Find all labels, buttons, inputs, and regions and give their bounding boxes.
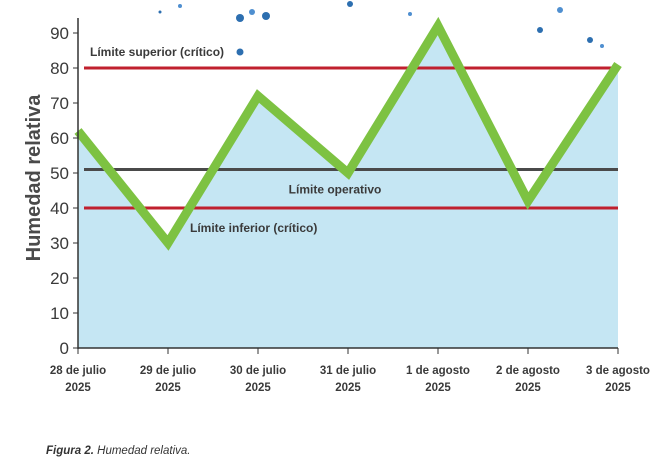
y-tick-label: 60 (50, 129, 69, 148)
reference-line-label-0: Límite superior (crítico) (90, 45, 224, 59)
y-tick-label: 20 (50, 269, 69, 288)
y-tick-label: 90 (50, 24, 69, 43)
x-tick-label: 31 de julio 2025 (320, 365, 376, 394)
reference-lines: Límite superior (crítico) Límite operativ… (84, 45, 618, 235)
figure-caption: Figura 2. Humedad relativa. (46, 445, 190, 457)
x-tick-label: 30 de julio 2025 (230, 365, 286, 394)
y-tick-label: 50 (50, 164, 69, 183)
y-tick-label: 30 (50, 234, 69, 253)
water-splash-decoration (158, 1, 604, 56)
humidity-area-fill (78, 26, 618, 348)
y-tick-label: 40 (50, 199, 69, 218)
x-axis-ticks: 28 de julio 2025 29 de julio 2025 30 de juli… (50, 348, 650, 394)
x-tick-label: 3 de agosto 2025 (586, 365, 650, 394)
y-tick-label: 10 (50, 304, 69, 323)
x-tick-label: 29 de julio 2025 (140, 365, 196, 394)
reference-line-label-1: Límite operativo (289, 183, 382, 197)
humidity-series-line (74, 16, 622, 251)
y-tick-label: 70 (50, 94, 69, 113)
humidity-chart: Límite superior (crítico) Límite operativ… (23, 1, 650, 394)
y-tick-label: 80 (50, 59, 69, 78)
y-axis-ticks: 0 10 20 30 40 50 60 70 80 90 (50, 24, 78, 358)
reference-line-label-2: Límite inferior (crítico) (190, 221, 317, 235)
caption-text: Humedad relativa. (97, 445, 191, 457)
caption-figure-number: Figura 2. (46, 445, 94, 457)
x-tick-label: 2 de agosto 2025 (496, 365, 560, 394)
y-axis-label: Humedad relativa (23, 94, 45, 262)
x-tick-label: 28 de julio 2025 (50, 365, 106, 394)
y-tick-label: 0 (60, 339, 69, 358)
x-tick-label: 1 de agosto 2025 (406, 365, 470, 394)
